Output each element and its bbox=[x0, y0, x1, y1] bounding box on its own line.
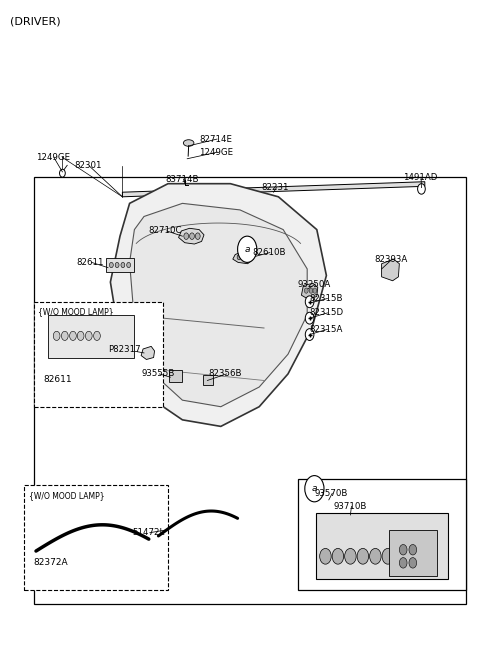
Text: 93710B: 93710B bbox=[334, 502, 367, 511]
Polygon shape bbox=[122, 182, 425, 197]
Text: 82315A: 82315A bbox=[310, 325, 343, 334]
Circle shape bbox=[237, 255, 241, 260]
Text: 82611: 82611 bbox=[77, 258, 104, 267]
Polygon shape bbox=[382, 259, 399, 281]
Text: 1249GE: 1249GE bbox=[199, 148, 233, 157]
Circle shape bbox=[305, 312, 314, 324]
Text: P82317: P82317 bbox=[108, 345, 141, 354]
Text: 83714B: 83714B bbox=[166, 174, 199, 184]
Text: 51472L: 51472L bbox=[132, 528, 164, 537]
Bar bbox=[34, 302, 163, 407]
Bar bbox=[169, 370, 182, 382]
Bar bbox=[34, 177, 466, 604]
Text: 1491AD: 1491AD bbox=[403, 173, 438, 182]
Text: 93555B: 93555B bbox=[142, 369, 175, 379]
Circle shape bbox=[399, 558, 407, 568]
Ellipse shape bbox=[183, 140, 194, 146]
Text: 82714E: 82714E bbox=[199, 134, 232, 144]
Bar bbox=[203, 375, 213, 385]
Circle shape bbox=[190, 233, 194, 239]
Text: 1249GE: 1249GE bbox=[36, 153, 70, 162]
Circle shape bbox=[320, 548, 331, 564]
Circle shape bbox=[305, 329, 314, 340]
Circle shape bbox=[127, 262, 131, 268]
Circle shape bbox=[313, 288, 317, 293]
Text: 82372A: 82372A bbox=[34, 558, 68, 567]
Circle shape bbox=[115, 262, 119, 268]
Text: 82315D: 82315D bbox=[310, 308, 344, 318]
Circle shape bbox=[85, 331, 92, 340]
Text: 82356B: 82356B bbox=[209, 369, 242, 379]
Circle shape bbox=[94, 331, 100, 340]
Text: 82301: 82301 bbox=[74, 161, 102, 171]
Text: 82231: 82231 bbox=[262, 183, 289, 192]
Circle shape bbox=[309, 288, 313, 293]
Circle shape bbox=[61, 331, 68, 340]
Bar bbox=[106, 258, 134, 272]
Circle shape bbox=[243, 255, 247, 260]
Polygon shape bbox=[141, 346, 155, 359]
Polygon shape bbox=[130, 203, 307, 407]
Circle shape bbox=[248, 255, 252, 260]
Circle shape bbox=[60, 169, 65, 177]
Circle shape bbox=[77, 331, 84, 340]
Bar bbox=[316, 513, 448, 579]
Text: {W/O MOOD LAMP}: {W/O MOOD LAMP} bbox=[38, 307, 114, 316]
Bar bbox=[389, 530, 437, 576]
Circle shape bbox=[357, 548, 369, 564]
Text: a: a bbox=[244, 245, 250, 254]
Circle shape bbox=[395, 548, 406, 564]
Text: 82710C: 82710C bbox=[149, 226, 182, 236]
Text: 82393A: 82393A bbox=[374, 255, 408, 264]
Circle shape bbox=[332, 548, 344, 564]
Bar bbox=[24, 485, 168, 590]
Circle shape bbox=[305, 296, 314, 308]
Circle shape bbox=[399, 544, 407, 555]
Circle shape bbox=[121, 262, 125, 268]
Circle shape bbox=[109, 262, 113, 268]
Circle shape bbox=[382, 548, 394, 564]
Circle shape bbox=[409, 558, 417, 568]
Text: 93250A: 93250A bbox=[298, 279, 331, 289]
Polygon shape bbox=[179, 228, 204, 244]
Circle shape bbox=[305, 476, 324, 502]
Polygon shape bbox=[301, 283, 318, 299]
Text: a: a bbox=[312, 484, 317, 493]
Circle shape bbox=[370, 548, 381, 564]
Bar bbox=[298, 479, 466, 590]
Text: (DRIVER): (DRIVER) bbox=[10, 16, 60, 26]
Circle shape bbox=[304, 288, 308, 293]
Text: 82611: 82611 bbox=[43, 375, 72, 384]
Text: 82610B: 82610B bbox=[252, 248, 286, 257]
Polygon shape bbox=[110, 184, 326, 426]
Circle shape bbox=[195, 233, 200, 239]
Circle shape bbox=[70, 331, 76, 340]
Text: 93570B: 93570B bbox=[314, 489, 348, 498]
Circle shape bbox=[418, 184, 425, 194]
Polygon shape bbox=[233, 251, 253, 264]
Circle shape bbox=[238, 236, 257, 262]
Text: {W/O MOOD LAMP}: {W/O MOOD LAMP} bbox=[29, 491, 105, 500]
Circle shape bbox=[53, 331, 60, 340]
Circle shape bbox=[345, 548, 356, 564]
Circle shape bbox=[409, 544, 417, 555]
Circle shape bbox=[184, 233, 189, 239]
Bar bbox=[48, 315, 134, 358]
Text: 82315B: 82315B bbox=[310, 294, 343, 303]
